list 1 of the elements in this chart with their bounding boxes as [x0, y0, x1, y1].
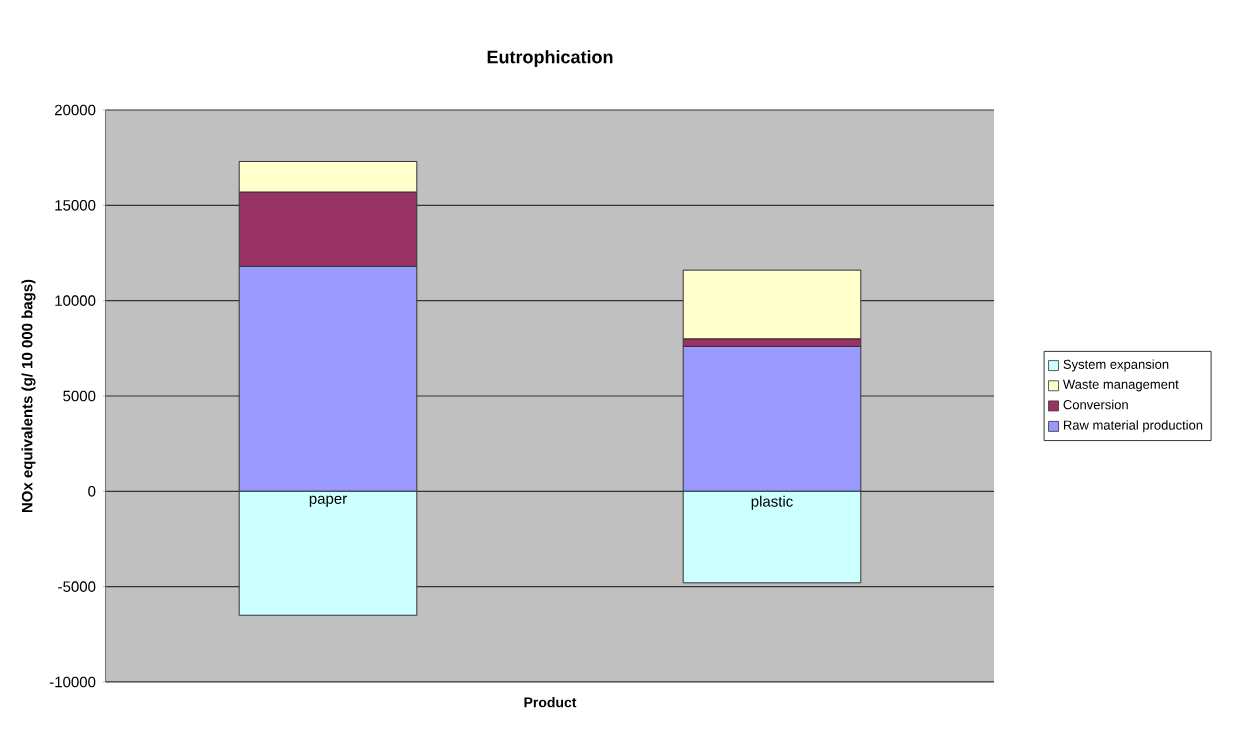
chart-title: Eutrophication [487, 50, 613, 67]
